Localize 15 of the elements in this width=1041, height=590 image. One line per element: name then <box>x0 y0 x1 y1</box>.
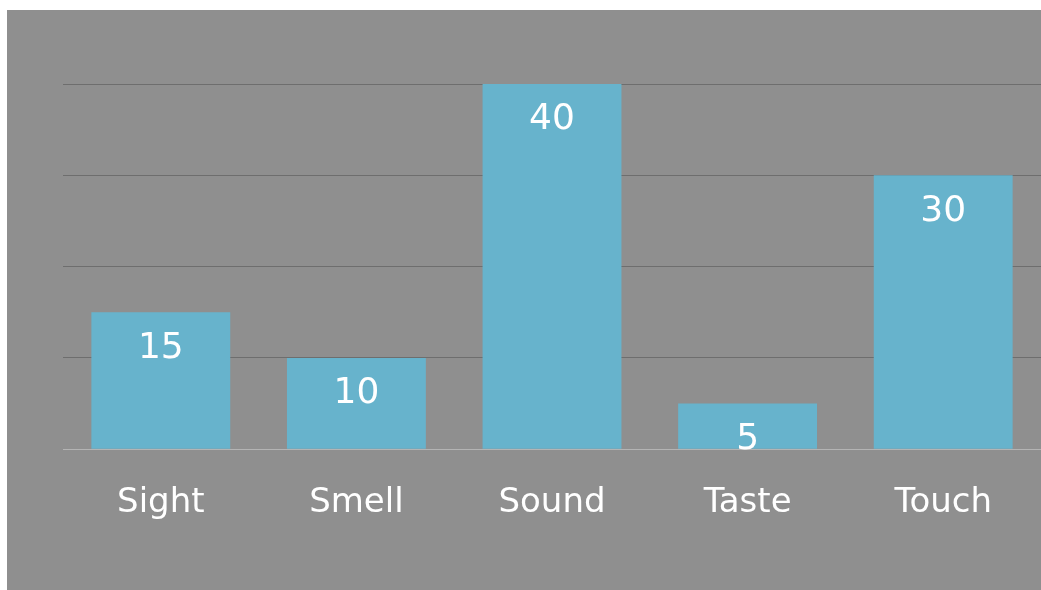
x-tick-label: Sound <box>498 480 606 521</box>
data-label: 15 <box>137 324 184 366</box>
x-tick-label: Taste <box>702 480 792 521</box>
data-label: 30 <box>920 187 967 229</box>
data-label: 5 <box>736 415 760 457</box>
data-label: 40 <box>529 96 575 138</box>
bar <box>286 357 426 449</box>
bar <box>873 175 1013 449</box>
x-tick-label: Smell <box>309 480 404 521</box>
data-label: 10 <box>333 370 380 412</box>
bar <box>91 312 231 449</box>
bar <box>678 403 818 449</box>
x-tick-label: Touch <box>893 480 992 521</box>
x-tick-label: Sight <box>117 480 205 521</box>
bar <box>482 84 622 449</box>
